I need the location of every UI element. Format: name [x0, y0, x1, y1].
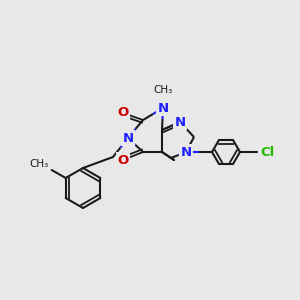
- Text: O: O: [117, 106, 129, 119]
- Text: Cl: Cl: [260, 146, 274, 158]
- Text: N: N: [174, 116, 186, 128]
- Text: N: N: [180, 146, 192, 158]
- Text: CH₃: CH₃: [153, 85, 172, 95]
- Text: N: N: [158, 101, 169, 115]
- Text: CH₃: CH₃: [29, 159, 49, 169]
- Text: N: N: [122, 131, 134, 145]
- Text: O: O: [117, 154, 129, 166]
